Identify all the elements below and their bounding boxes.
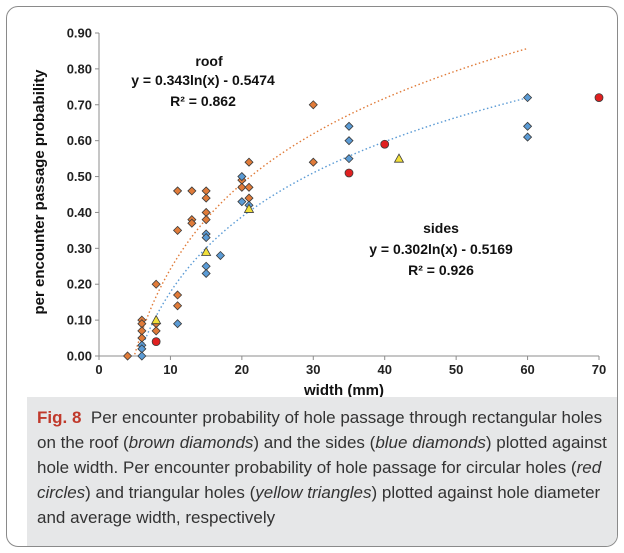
roof-point [173,225,183,235]
sides-point [215,250,225,261]
data-points [123,93,604,361]
x-tick-label: 40 [377,362,391,377]
sides-point [137,351,147,361]
sides-point [201,233,211,243]
caption-sides-marker: blue diamonds [375,433,486,452]
y-tick-label: 0.10 [67,313,92,328]
roof-r2: R² = 0.862 [170,93,236,109]
axes [95,32,600,360]
figure-frame: 0.00 0.10 0.20 0.30 0.40 0.50 0.60 0.70 0.80 0.90… [6,6,618,547]
trendlines [134,47,528,355]
roof-point [244,182,254,192]
roof-point [173,186,183,196]
circular-point [151,337,161,347]
triangular-point [150,314,162,325]
circular-point [380,139,390,149]
y-axis-title: per encounter passage probability [31,69,48,315]
x-tick-label: 60 [520,362,534,377]
y-tick-label: 0.80 [67,61,92,76]
triangular-point [243,203,255,213]
tick-labels: 0.00 0.10 0.20 0.30 0.40 0.50 0.60 0.70 0.80 0.90… [67,26,607,378]
x-tick-label: 50 [449,362,463,377]
roof-point [173,301,183,311]
x-tick-label: 30 [306,362,320,377]
caption-circles-marker: red circles [37,458,602,502]
sides-equation: y = 0.302ln(x) - 0.5169 [369,241,513,257]
y-tick-label: 0.50 [67,169,92,184]
y-tick-label: 0.60 [67,133,92,148]
sides-point [344,121,354,131]
roof-equation: y = 0.343ln(x) - 0.5474 [131,72,275,88]
sides-point [201,268,211,279]
roof-trendline [134,47,528,355]
sides-point [173,319,183,329]
roof-label: roof [195,53,223,69]
sides-label: sides [423,220,459,236]
y-tick-label: 0.90 [67,26,92,41]
sides-point [523,121,533,131]
figure-caption: Fig. 8 Per encounter probability of hole… [27,397,617,546]
roof-point [201,193,211,203]
roof-point [151,326,161,336]
x-axis-title: width (mm) [303,382,384,397]
roof-point [123,351,133,361]
sides-point [344,136,354,146]
y-tick-label: 0.70 [67,97,92,112]
x-tick-label: 70 [592,362,606,377]
annotations: width (mm) per encounter passage probabi… [31,53,513,397]
caption-text-2: ) and the sides ( [253,433,376,452]
sides-trendline [141,97,528,348]
caption-text-1: Per encounter probability of hole passag… [37,408,603,452]
x-tick-label: 10 [163,362,177,377]
triangular-point [393,153,405,163]
y-tick-label: 0.30 [67,241,92,256]
sides-point [237,197,247,207]
caption-triangles-marker: yellow triangles [255,483,372,502]
roof-point [173,290,183,300]
sides-point [523,93,533,103]
circular-point [344,168,354,178]
sides-r2: R² = 0.926 [408,262,474,278]
sides-point [523,132,533,142]
sides-point [344,154,354,164]
caption-text-5: ) plotted against hole diameter and aver… [37,483,601,527]
roof-point [308,157,318,167]
caption-text-3: ) plotted against hole width. Per encoun… [37,433,607,477]
scatter-chart: 0.00 0.10 0.20 0.30 0.40 0.50 0.60 0.70 0.80 0.90… [31,26,607,398]
roof-point [244,157,254,167]
caption-text-4: ) and triangular holes ( [85,483,256,502]
figure-label: Fig. 8 [37,408,82,427]
sides-point [237,171,247,182]
roof-point [187,186,197,196]
y-tick-label: 0.40 [67,205,92,220]
roof-point [151,279,161,289]
caption-roof-marker: brown diamonds [128,433,254,452]
roof-point [237,182,247,192]
roof-point [308,100,318,110]
y-tick-label: 0.20 [67,277,92,292]
roof-point [201,215,211,225]
y-tick-label: 0.00 [67,349,92,364]
roof-point [187,218,197,228]
triangular-point [200,246,212,256]
x-tick-label: 0 [95,362,102,377]
circular-point [594,93,604,102]
x-tick-label: 20 [235,362,249,377]
